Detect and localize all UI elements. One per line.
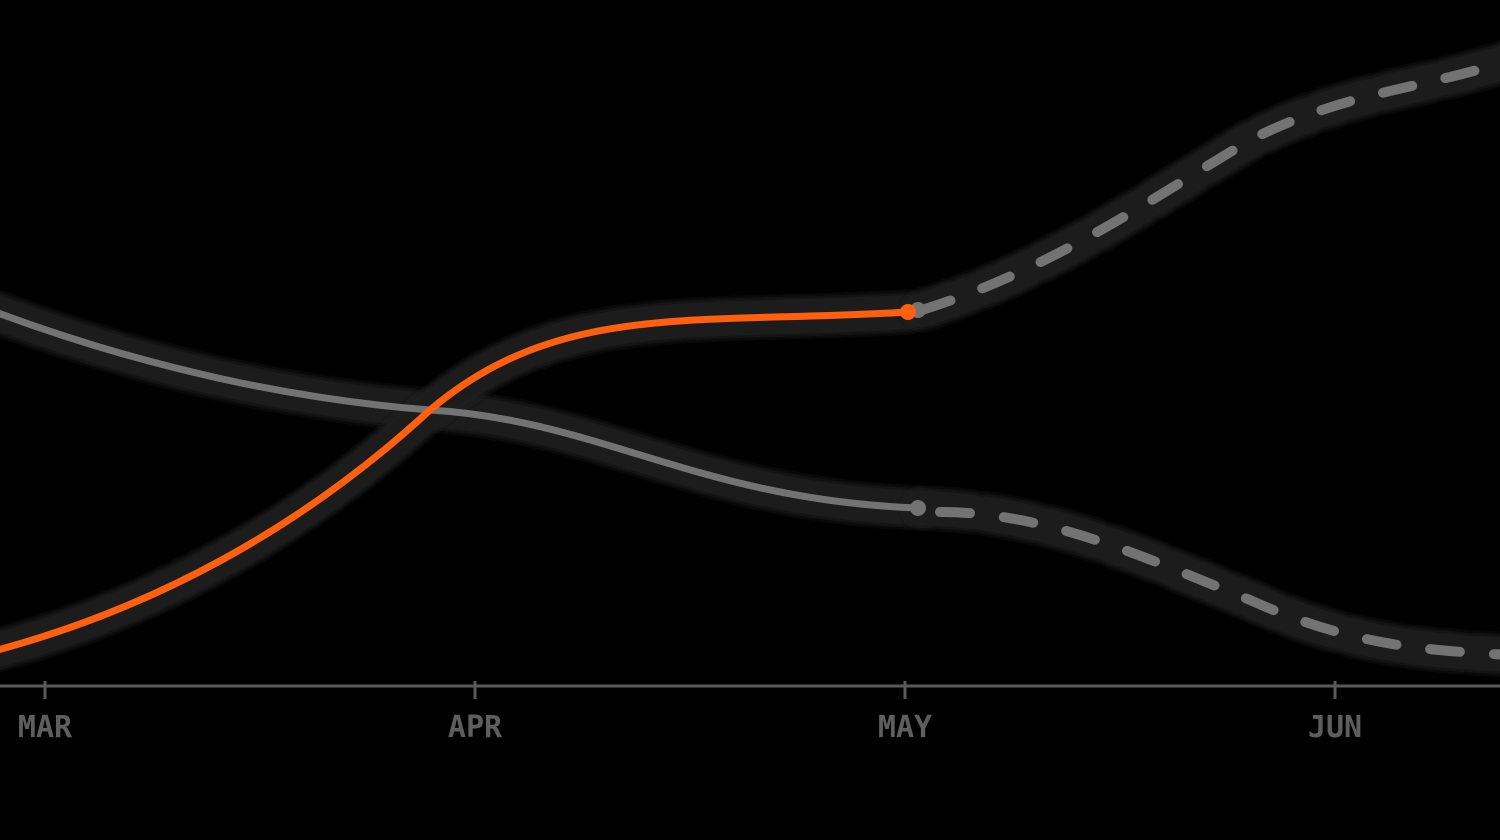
tick-label-mar: MAR: [18, 710, 73, 745]
tick-label-jun: JUN: [1308, 710, 1362, 745]
gray-dashed-upper-halo: [902, 42, 1500, 330]
gray-dashed-lower-line: [935, 507, 1500, 660]
gray-endpoint-dot: [910, 500, 926, 516]
tick-label-may: MAY: [878, 710, 932, 745]
orange-endpoint-dot: [900, 304, 916, 320]
x-axis-ticks: [43, 681, 1337, 699]
line-halos: [0, 42, 1500, 675]
tick-label-apr: APR: [448, 710, 503, 745]
orange-solid-line: [0, 308, 912, 653]
